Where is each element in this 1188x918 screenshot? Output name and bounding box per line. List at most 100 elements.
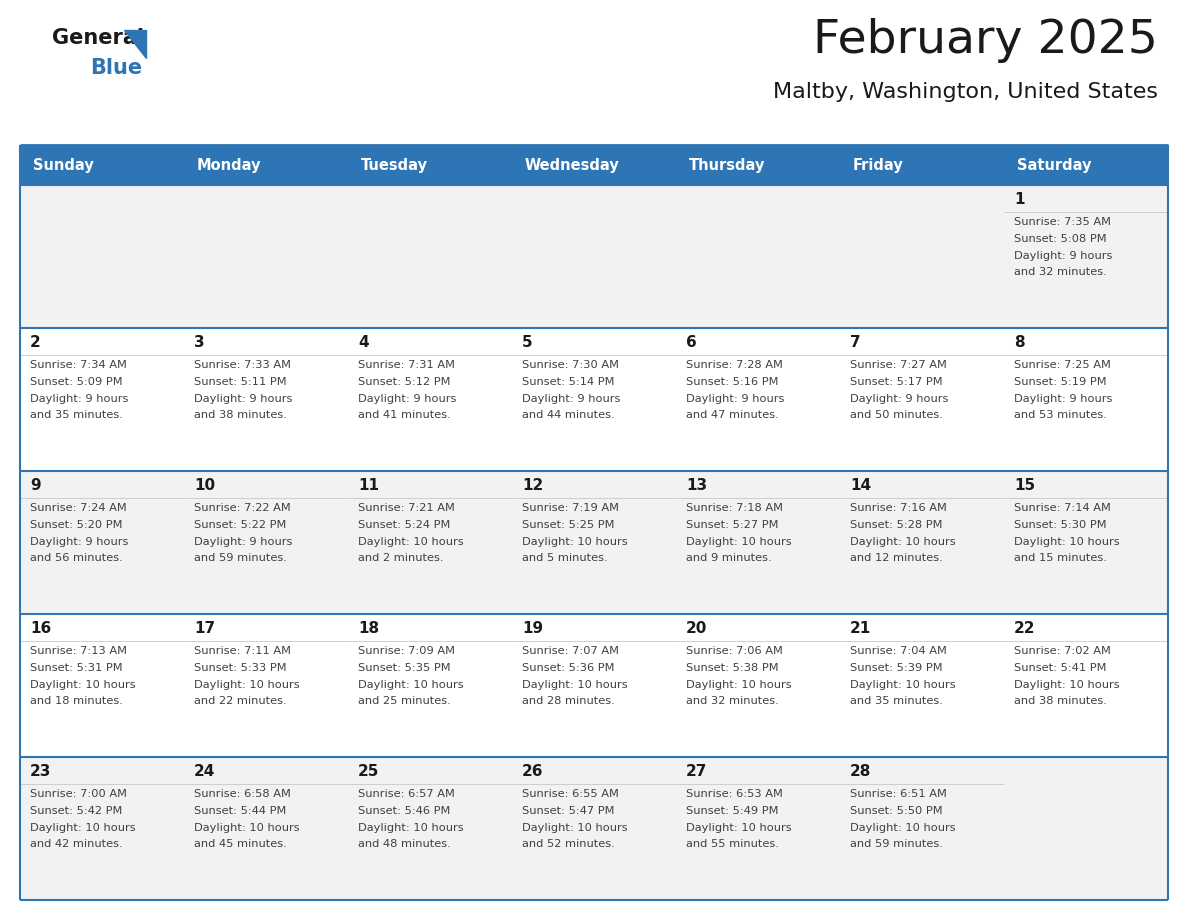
Text: Daylight: 10 hours: Daylight: 10 hours bbox=[358, 537, 463, 546]
Text: 23: 23 bbox=[30, 764, 51, 779]
Text: Sunrise: 7:28 AM: Sunrise: 7:28 AM bbox=[685, 360, 783, 370]
Text: and 59 minutes.: and 59 minutes. bbox=[849, 839, 943, 849]
Text: Sunset: 5:20 PM: Sunset: 5:20 PM bbox=[30, 520, 122, 530]
Text: Sunrise: 7:06 AM: Sunrise: 7:06 AM bbox=[685, 646, 783, 656]
Bar bbox=[348, 614, 512, 757]
Text: Sunset: 5:35 PM: Sunset: 5:35 PM bbox=[358, 663, 450, 673]
Bar bbox=[512, 757, 676, 900]
Text: Sunset: 5:39 PM: Sunset: 5:39 PM bbox=[849, 663, 942, 673]
Text: 7: 7 bbox=[849, 335, 860, 350]
Text: and 28 minutes.: and 28 minutes. bbox=[522, 697, 614, 706]
Text: Sunset: 5:28 PM: Sunset: 5:28 PM bbox=[849, 520, 942, 530]
Bar bbox=[348, 145, 512, 185]
Text: Sunrise: 7:14 AM: Sunrise: 7:14 AM bbox=[1015, 503, 1111, 513]
Text: 21: 21 bbox=[849, 621, 871, 636]
Text: Sunrise: 6:55 AM: Sunrise: 6:55 AM bbox=[522, 789, 619, 799]
Text: Daylight: 10 hours: Daylight: 10 hours bbox=[1015, 679, 1119, 689]
Bar bbox=[184, 145, 348, 185]
Text: Sunset: 5:47 PM: Sunset: 5:47 PM bbox=[522, 806, 614, 816]
Text: Daylight: 10 hours: Daylight: 10 hours bbox=[358, 679, 463, 689]
Text: Sunrise: 7:31 AM: Sunrise: 7:31 AM bbox=[358, 360, 455, 370]
Bar bbox=[840, 185, 1004, 328]
Bar bbox=[20, 471, 184, 614]
Bar bbox=[348, 328, 512, 471]
Text: Daylight: 10 hours: Daylight: 10 hours bbox=[849, 679, 955, 689]
Bar bbox=[184, 328, 348, 471]
Text: Sunrise: 7:34 AM: Sunrise: 7:34 AM bbox=[30, 360, 127, 370]
Text: Sunrise: 7:07 AM: Sunrise: 7:07 AM bbox=[522, 646, 619, 656]
Bar bbox=[20, 145, 184, 185]
Bar bbox=[676, 614, 840, 757]
Text: and 52 minutes.: and 52 minutes. bbox=[522, 839, 614, 849]
Bar bbox=[512, 328, 676, 471]
Bar bbox=[840, 328, 1004, 471]
Text: Sunset: 5:30 PM: Sunset: 5:30 PM bbox=[1015, 520, 1107, 530]
Bar bbox=[348, 757, 512, 900]
Text: and 41 minutes.: and 41 minutes. bbox=[358, 410, 450, 420]
Text: Daylight: 9 hours: Daylight: 9 hours bbox=[849, 394, 948, 404]
Text: Daylight: 10 hours: Daylight: 10 hours bbox=[685, 537, 791, 546]
Text: Sunrise: 7:18 AM: Sunrise: 7:18 AM bbox=[685, 503, 783, 513]
Text: 2: 2 bbox=[30, 335, 40, 350]
Bar bbox=[184, 757, 348, 900]
Text: and 50 minutes.: and 50 minutes. bbox=[849, 410, 943, 420]
Text: and 48 minutes.: and 48 minutes. bbox=[358, 839, 450, 849]
Text: Sunset: 5:41 PM: Sunset: 5:41 PM bbox=[1015, 663, 1106, 673]
Text: Sunset: 5:16 PM: Sunset: 5:16 PM bbox=[685, 376, 778, 386]
Text: 5: 5 bbox=[522, 335, 532, 350]
Text: Daylight: 9 hours: Daylight: 9 hours bbox=[522, 394, 620, 404]
Text: Sunrise: 7:16 AM: Sunrise: 7:16 AM bbox=[849, 503, 947, 513]
Text: 17: 17 bbox=[194, 621, 215, 636]
Text: Sunrise: 7:25 AM: Sunrise: 7:25 AM bbox=[1015, 360, 1111, 370]
Text: Daylight: 9 hours: Daylight: 9 hours bbox=[30, 394, 128, 404]
Text: and 38 minutes.: and 38 minutes. bbox=[194, 410, 286, 420]
Text: and 18 minutes.: and 18 minutes. bbox=[30, 697, 122, 706]
Bar bbox=[512, 471, 676, 614]
Text: Daylight: 9 hours: Daylight: 9 hours bbox=[194, 394, 292, 404]
Text: Daylight: 9 hours: Daylight: 9 hours bbox=[1015, 394, 1112, 404]
Bar bbox=[840, 757, 1004, 900]
Text: 15: 15 bbox=[1015, 478, 1035, 493]
Text: and 42 minutes.: and 42 minutes. bbox=[30, 839, 122, 849]
Bar bbox=[20, 614, 184, 757]
Text: Sunrise: 6:53 AM: Sunrise: 6:53 AM bbox=[685, 789, 783, 799]
Bar bbox=[348, 471, 512, 614]
Text: Daylight: 10 hours: Daylight: 10 hours bbox=[30, 823, 135, 833]
Text: and 35 minutes.: and 35 minutes. bbox=[849, 697, 943, 706]
Text: 25: 25 bbox=[358, 764, 379, 779]
Text: Thursday: Thursday bbox=[689, 158, 765, 173]
Text: and 25 minutes.: and 25 minutes. bbox=[358, 697, 450, 706]
Text: Daylight: 10 hours: Daylight: 10 hours bbox=[194, 823, 299, 833]
Text: 13: 13 bbox=[685, 478, 707, 493]
Text: and 55 minutes.: and 55 minutes. bbox=[685, 839, 779, 849]
Bar bbox=[1004, 328, 1168, 471]
Bar bbox=[512, 614, 676, 757]
Text: 4: 4 bbox=[358, 335, 368, 350]
Text: and 38 minutes.: and 38 minutes. bbox=[1015, 697, 1107, 706]
Text: Friday: Friday bbox=[853, 158, 904, 173]
Text: Sunset: 5:27 PM: Sunset: 5:27 PM bbox=[685, 520, 778, 530]
Text: Sunrise: 7:35 AM: Sunrise: 7:35 AM bbox=[1015, 217, 1111, 227]
Text: Sunrise: 7:11 AM: Sunrise: 7:11 AM bbox=[194, 646, 291, 656]
Text: 19: 19 bbox=[522, 621, 543, 636]
Text: Sunrise: 7:21 AM: Sunrise: 7:21 AM bbox=[358, 503, 455, 513]
Text: Sunset: 5:31 PM: Sunset: 5:31 PM bbox=[30, 663, 122, 673]
Text: Sunset: 5:42 PM: Sunset: 5:42 PM bbox=[30, 806, 122, 816]
Text: Sunset: 5:33 PM: Sunset: 5:33 PM bbox=[194, 663, 286, 673]
Bar bbox=[676, 145, 840, 185]
Text: 27: 27 bbox=[685, 764, 707, 779]
Text: 28: 28 bbox=[849, 764, 871, 779]
Text: 6: 6 bbox=[685, 335, 696, 350]
Text: Sunset: 5:36 PM: Sunset: 5:36 PM bbox=[522, 663, 614, 673]
Text: General: General bbox=[52, 28, 144, 48]
Bar bbox=[1004, 471, 1168, 614]
Text: Daylight: 10 hours: Daylight: 10 hours bbox=[1015, 537, 1119, 546]
Bar bbox=[20, 757, 184, 900]
Text: Sunset: 5:46 PM: Sunset: 5:46 PM bbox=[358, 806, 450, 816]
Text: Daylight: 9 hours: Daylight: 9 hours bbox=[30, 537, 128, 546]
Text: Daylight: 10 hours: Daylight: 10 hours bbox=[522, 537, 627, 546]
Text: and 32 minutes.: and 32 minutes. bbox=[1015, 267, 1107, 277]
Text: Sunset: 5:14 PM: Sunset: 5:14 PM bbox=[522, 376, 614, 386]
Text: 1: 1 bbox=[1015, 192, 1024, 207]
Bar bbox=[676, 757, 840, 900]
